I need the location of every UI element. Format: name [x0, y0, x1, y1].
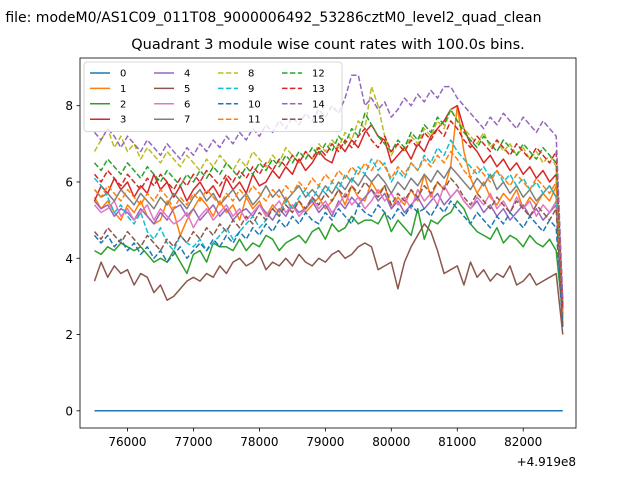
- legend-label-8: 8: [248, 69, 254, 80]
- series-line-11: [93, 150, 564, 312]
- series-line-5: [93, 223, 564, 335]
- legend-box: [83, 61, 343, 132]
- series-line-2: [94, 200, 564, 316]
- legend-label-10: 10: [248, 99, 261, 110]
- y-tick-label: 4: [65, 252, 73, 266]
- legend-label-12: 12: [312, 69, 325, 80]
- series-line-15: [93, 177, 564, 327]
- y-tick-label: 2: [65, 328, 73, 342]
- legend-label-6: 6: [184, 99, 190, 110]
- y-tick-label: 8: [65, 99, 73, 113]
- series-line-8: [93, 85, 564, 305]
- x-axis-ticks: 76000 77000 78000 79000 80000 81000 82000: [108, 428, 542, 449]
- y-tick-label: 6: [65, 175, 73, 189]
- legend-label-11: 11: [248, 115, 261, 126]
- legend-label-13: 13: [312, 84, 325, 95]
- x-tick-label: 79000: [306, 435, 344, 449]
- chart-title: Quadrant 3 module wise count rates with …: [131, 37, 525, 53]
- legend-label-9: 9: [248, 84, 254, 95]
- legend-label-15: 15: [312, 115, 325, 126]
- series-line-10: [93, 200, 564, 327]
- x-tick-label: 82000: [504, 435, 542, 449]
- y-tick-label: 0: [65, 404, 73, 418]
- legend-label-2: 2: [120, 99, 126, 110]
- y-axis-ticks: 0 2 4 6 8: [65, 99, 80, 418]
- x-axis-offset-label: +4.919e8: [517, 455, 576, 469]
- x-tick-label: 77000: [174, 435, 212, 449]
- x-tick-label: 76000: [108, 435, 146, 449]
- legend-label-14: 14: [312, 99, 325, 110]
- axes-frame: [79, 57, 577, 429]
- x-tick-label: 81000: [438, 435, 476, 449]
- series-layer: [93, 74, 564, 412]
- legend-label-5: 5: [184, 84, 190, 95]
- legend-label-7: 7: [184, 115, 190, 126]
- series-line-14: [93, 74, 564, 301]
- series-line-4: [93, 188, 564, 320]
- series-line-9: [93, 139, 564, 320]
- x-tick-label: 80000: [372, 435, 410, 449]
- legend-label-1: 1: [120, 84, 126, 95]
- series-line-7: [93, 165, 564, 316]
- series-line-13: [93, 120, 564, 308]
- plot-area: 76000 77000 78000 79000 80000 81000 82000 0 2 4 6…: [65, 57, 577, 469]
- legend-label-4: 4: [184, 69, 190, 80]
- legend-label-0: 0: [120, 69, 126, 80]
- figure-suptitle: n file: modeM0/AS1C09_011T08_9000006492_…: [0, 10, 541, 26]
- legend-label-3: 3: [120, 115, 126, 126]
- x-tick-label: 78000: [240, 435, 278, 449]
- series-line-12: [93, 108, 564, 305]
